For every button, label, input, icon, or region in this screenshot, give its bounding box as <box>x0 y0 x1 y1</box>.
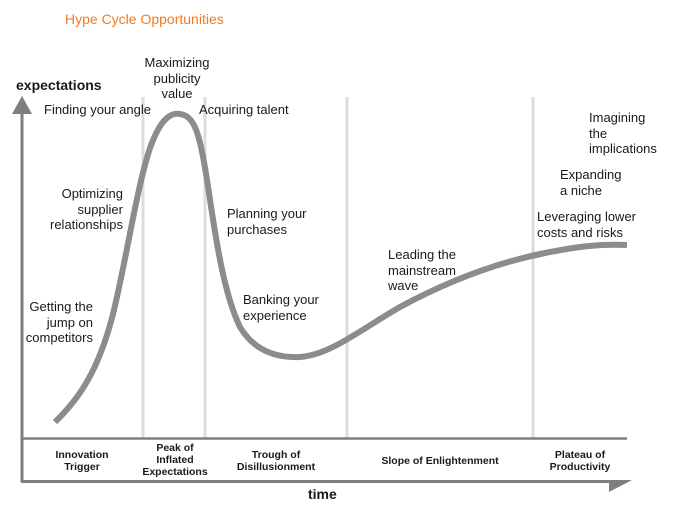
label-acquiring-talent: Acquiring talent <box>199 102 289 117</box>
page-title: Hype Cycle Opportunities <box>65 11 224 27</box>
y-axis-arrow-icon <box>12 96 32 114</box>
label-optimizing-supplier: Optimizing supplier relationships <box>50 186 123 232</box>
phase-trough: Trough of Disillusionment <box>236 449 316 473</box>
hype-curve <box>52 110 628 425</box>
phase-plateau: Plateau of Productivity <box>549 449 611 473</box>
label-maximizing-publicity: Maximizing publicity value <box>144 55 210 101</box>
phase-peak-inflated: Peak of Inflated Expectations <box>142 442 208 478</box>
phase-slope: Slope of Enlightenment <box>381 455 499 467</box>
label-imagining-implications: Imagining the implications <box>589 110 657 156</box>
label-finding-angle: Finding your angle <box>44 102 151 117</box>
label-banking-experience: Banking your experience <box>243 292 319 323</box>
label-getting-jump: Getting the jump on competitors <box>25 299 93 345</box>
label-expanding-niche: Expanding a niche <box>560 167 622 198</box>
label-leveraging-costs: Leveraging lower costs and risks <box>537 209 637 240</box>
phase-innovation-trigger: Innovation Trigger <box>55 449 109 473</box>
y-axis-label: expectations <box>16 77 102 93</box>
x-axis-label: time <box>308 486 337 502</box>
label-planning-purchases: Planning your purchases <box>227 206 307 237</box>
x-axis-arrow-icon <box>609 480 632 492</box>
label-leading-wave: Leading the mainstream wave <box>388 247 456 293</box>
